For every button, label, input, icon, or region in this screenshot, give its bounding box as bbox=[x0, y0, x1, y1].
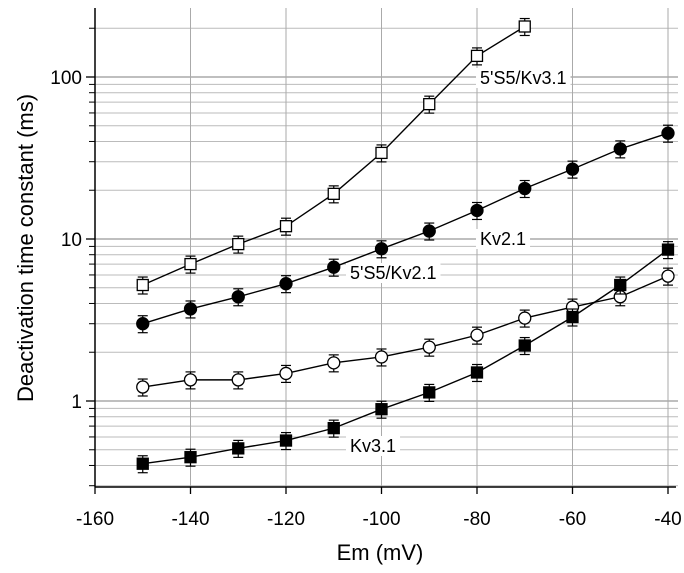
data-point bbox=[232, 237, 245, 251]
series-line bbox=[142, 275, 669, 388]
data-point bbox=[231, 290, 245, 304]
series-5-s5-kv2-1 bbox=[136, 267, 675, 397]
data-point bbox=[375, 146, 388, 160]
series-label: Kv2.1 bbox=[480, 229, 526, 249]
data-point bbox=[518, 311, 532, 325]
series-label: 5'S5/Kv2.1 bbox=[350, 263, 437, 283]
series-label-bg bbox=[476, 229, 531, 249]
data-point bbox=[183, 302, 198, 316]
data-point bbox=[279, 366, 293, 381]
data-point bbox=[565, 162, 580, 176]
series-line bbox=[142, 249, 669, 465]
data-point bbox=[423, 386, 436, 399]
y-tick-label: 1 bbox=[71, 392, 82, 413]
x-tick-label: -60 bbox=[559, 509, 586, 530]
data-point bbox=[661, 269, 675, 283]
data-point bbox=[327, 187, 340, 200]
data-point bbox=[566, 310, 579, 324]
data-point bbox=[518, 339, 531, 352]
data-point bbox=[470, 366, 484, 379]
data-point bbox=[232, 442, 245, 455]
data-point bbox=[136, 278, 149, 292]
x-tick-label: -100 bbox=[362, 509, 400, 530]
data-point bbox=[374, 242, 389, 256]
y-axis-label: Deactivation time constant (ms) bbox=[13, 94, 38, 402]
data-point bbox=[279, 220, 293, 233]
y-tick-label: 10 bbox=[61, 230, 82, 251]
x-tick-label: -120 bbox=[267, 509, 305, 530]
x-axis-label: Em (mV) bbox=[337, 540, 424, 565]
data-point bbox=[136, 317, 150, 331]
data-point bbox=[661, 243, 675, 256]
series-labels: 5'S5/Kv3.1 Kv2.1 5'S5/Kv2.1 Kv3.1 bbox=[346, 68, 571, 456]
series-label-bg bbox=[476, 68, 571, 88]
data-point bbox=[136, 380, 150, 394]
data-point bbox=[423, 97, 436, 111]
data-point bbox=[136, 457, 149, 470]
data-point bbox=[183, 373, 198, 387]
data-point bbox=[327, 356, 341, 370]
series-label: Kv3.1 bbox=[350, 436, 396, 456]
data-point bbox=[518, 20, 531, 33]
series-5-s5-kv3-1 bbox=[136, 17, 531, 295]
series-kv3-1 bbox=[136, 241, 675, 474]
x-tick-label: -140 bbox=[171, 509, 209, 530]
data-point bbox=[613, 142, 627, 156]
series-line bbox=[142, 132, 669, 325]
series-label-bg bbox=[346, 263, 441, 283]
data-point bbox=[422, 340, 436, 354]
data-point bbox=[470, 328, 484, 342]
series-group bbox=[136, 17, 675, 474]
x-tick-label: -160 bbox=[76, 509, 114, 530]
data-point bbox=[184, 451, 197, 464]
data-point bbox=[422, 224, 436, 238]
x-tick-label: -80 bbox=[463, 509, 490, 530]
data-point bbox=[279, 277, 293, 291]
data-point bbox=[661, 126, 675, 140]
series-kv2-1 bbox=[136, 124, 675, 334]
data-point bbox=[279, 434, 293, 447]
data-point bbox=[327, 421, 340, 435]
data-point bbox=[231, 373, 245, 387]
data-point bbox=[374, 350, 389, 364]
data-point bbox=[470, 203, 484, 218]
data-point bbox=[470, 49, 484, 63]
y-tick-label: 100 bbox=[50, 68, 82, 89]
data-point bbox=[327, 260, 341, 274]
series-label-bg bbox=[346, 436, 401, 456]
data-point bbox=[375, 403, 388, 416]
series-label: 5'S5/Kv3.1 bbox=[480, 68, 567, 88]
data-point bbox=[184, 257, 197, 271]
x-tick-label: -40 bbox=[654, 509, 681, 530]
data-point bbox=[518, 181, 532, 196]
data-point bbox=[614, 278, 627, 292]
axes: -160 -140 -120 -100 -80 -60 -40 1 10 100 bbox=[50, 8, 682, 530]
